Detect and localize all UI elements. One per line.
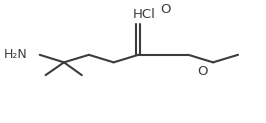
Text: O: O: [161, 3, 171, 16]
Text: HCl: HCl: [133, 8, 156, 21]
Text: H₂N: H₂N: [4, 48, 28, 61]
Text: O: O: [197, 65, 207, 78]
